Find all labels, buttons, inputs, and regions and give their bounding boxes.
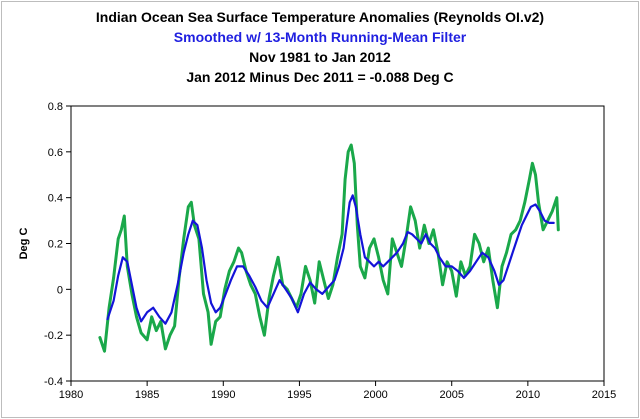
y-axis-label: Deg C xyxy=(18,228,30,260)
x-tick-label: 2005 xyxy=(439,389,463,401)
x-tick-label: 1980 xyxy=(59,389,83,401)
y-tick-label: 0.6 xyxy=(48,147,63,159)
y-tick-label: 0.8 xyxy=(48,101,63,113)
x-tick-label: 2015 xyxy=(592,389,616,401)
y-tick-label: 0 xyxy=(57,284,63,296)
x-tick-label: 2000 xyxy=(363,389,387,401)
chart-subtitle: Smoothed w/ 13-Month Running-Mean Filter xyxy=(173,29,467,45)
y-tick-label: -0.2 xyxy=(44,330,63,342)
plot-background xyxy=(71,106,604,381)
x-tick-label: 2010 xyxy=(516,389,540,401)
axis-layer: 1980 1985 1990 1995 2000 2005 2010 2015 -0.4 -0.2… xyxy=(44,101,616,401)
chart-period: Nov 1981 to Jan 2012 xyxy=(249,49,391,65)
x-tick-label: 1990 xyxy=(211,389,235,401)
plot-area xyxy=(71,106,604,381)
y-tick-label: -0.4 xyxy=(44,376,63,388)
series-line-2 xyxy=(106,194,555,325)
series-layer xyxy=(98,143,560,353)
chart-note: Jan 2012 Minus Dec 2011 = -0.088 Deg C xyxy=(186,69,454,85)
x-tick-label: 1985 xyxy=(135,389,159,401)
y-tick-label: 0.2 xyxy=(48,239,63,251)
chart-title: Indian Ocean Sea Surface Temperature Ano… xyxy=(95,9,545,25)
y-tick-label: 0.4 xyxy=(48,193,63,205)
x-tick-label: 1995 xyxy=(287,389,311,401)
series-line-1 xyxy=(98,143,560,353)
